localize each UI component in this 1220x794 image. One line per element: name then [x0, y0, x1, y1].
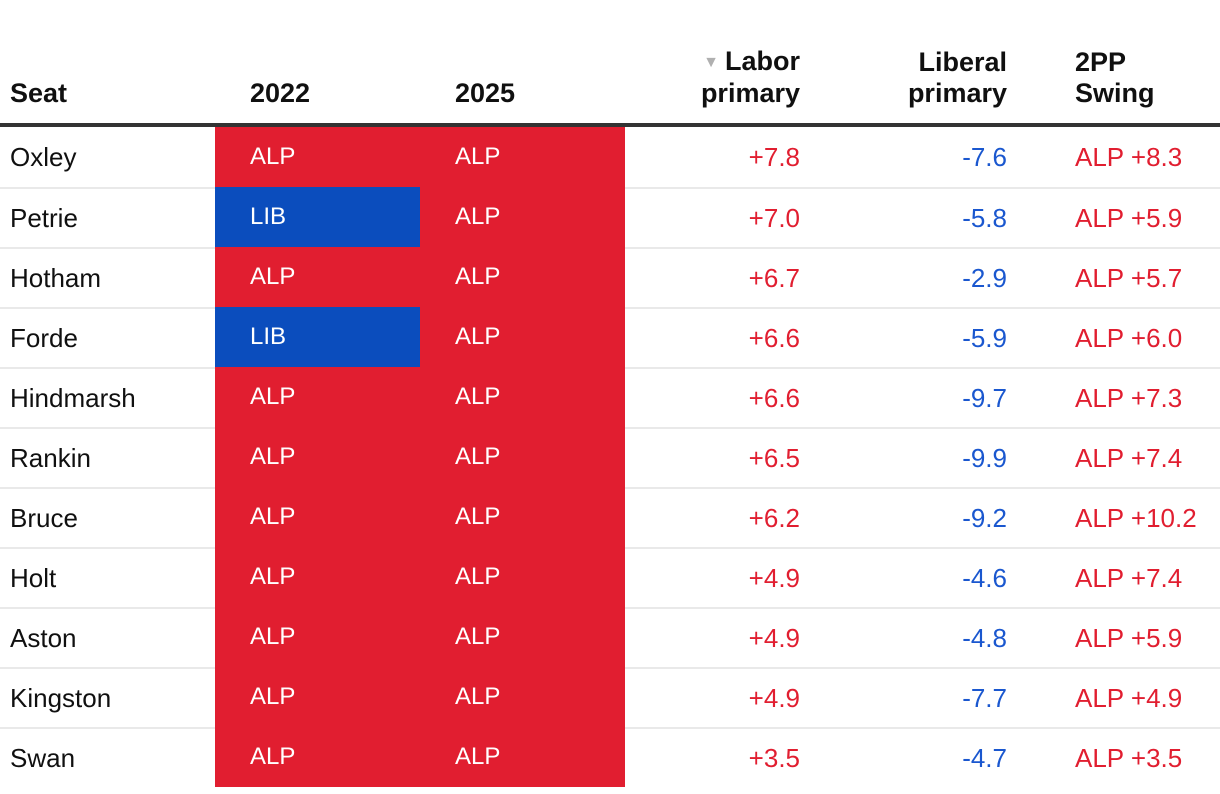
2pp-swing-value: ALP +3.5	[1015, 727, 1220, 787]
2pp-swing-value: ALP +7.4	[1015, 427, 1220, 487]
liberal-primary-value: -2.9	[810, 247, 1015, 307]
table-row: Hindmarsh ALP ALP +6.6 -9.7 ALP +7.3	[0, 367, 1220, 427]
party-2022-cell: ALP	[215, 427, 420, 487]
liberal-primary-value: -7.7	[810, 667, 1015, 727]
party-2022-cell: LIB	[215, 187, 420, 247]
column-header-2025[interactable]: 2025	[455, 78, 516, 108]
liberal-header-line1: Liberal	[918, 47, 1007, 77]
labor-primary-value: +6.5	[625, 427, 810, 487]
liberal-primary-value: -4.8	[810, 607, 1015, 667]
table-row: Aston ALP ALP +4.9 -4.8 ALP +5.9	[0, 607, 1220, 667]
party-2022-cell: ALP	[215, 487, 420, 547]
column-header-2pp-swing[interactable]: 2PP Swing	[1015, 47, 1220, 109]
labor-primary-value: +4.9	[625, 607, 810, 667]
party-2022-cell: LIB	[215, 307, 420, 367]
column-header-seat[interactable]: Seat	[10, 78, 68, 108]
table-row: Oxley ALP ALP +7.8 -7.6 ALP +8.3	[0, 127, 1220, 187]
labor-primary-value: +6.7	[625, 247, 810, 307]
liberal-primary-value: -9.7	[810, 367, 1015, 427]
liberal-primary-value: -5.9	[810, 307, 1015, 367]
liberal-primary-value: -4.6	[810, 547, 1015, 607]
table-row: Petrie LIB ALP +7.0 -5.8 ALP +5.9	[0, 187, 1220, 247]
column-header-labor-primary[interactable]: ▼ Labor primary	[625, 46, 810, 109]
column-header-2022[interactable]: 2022	[250, 78, 311, 108]
party-2025-cell: ALP	[420, 187, 625, 247]
swing-header-line1: 2PP	[1075, 47, 1127, 77]
seat-name: Rankin	[0, 427, 215, 487]
table-row: Kingston ALP ALP +4.9 -7.7 ALP +4.9	[0, 667, 1220, 727]
2pp-swing-value: ALP +6.0	[1015, 307, 1220, 367]
labor-primary-value: +4.9	[625, 667, 810, 727]
liberal-primary-value: -9.9	[810, 427, 1015, 487]
seat-name: Kingston	[0, 667, 215, 727]
labor-primary-value: +6.2	[625, 487, 810, 547]
2pp-swing-value: ALP +8.3	[1075, 141, 1183, 172]
2pp-swing-value: ALP +10.2	[1015, 487, 1220, 547]
column-header-liberal-primary[interactable]: Liberal primary	[810, 47, 1015, 109]
seat-name: Hindmarsh	[0, 367, 215, 427]
liberal-primary-value: -7.6	[962, 141, 1007, 172]
seat-name: Aston	[0, 607, 215, 667]
table-row: Rankin ALP ALP +6.5 -9.9 ALP +7.4	[0, 427, 1220, 487]
labor-primary-value: +4.9	[625, 547, 810, 607]
party-2025-cell: ALP	[420, 727, 625, 787]
2pp-swing-value: ALP +5.7	[1015, 247, 1220, 307]
labor-primary-value: +6.6	[625, 367, 810, 427]
party-2022-cell: ALP	[215, 667, 420, 727]
party-2022-cell: ALP	[215, 607, 420, 667]
seat-name: Swan	[0, 727, 215, 787]
seat-name: Petrie	[0, 187, 215, 247]
2pp-swing-value: ALP +7.4	[1015, 547, 1220, 607]
table-row: Bruce ALP ALP +6.2 -9.2 ALP +10.2	[0, 487, 1220, 547]
table-row: Forde LIB ALP +6.6 -5.9 ALP +6.0	[0, 307, 1220, 367]
liberal-primary-value: -5.8	[810, 187, 1015, 247]
sort-descending-icon: ▼	[703, 54, 719, 71]
party-2025-cell: ALP	[420, 367, 625, 427]
party-2025-cell: ALP	[420, 547, 625, 607]
party-2022-cell: ALP	[215, 367, 420, 427]
party-2025-cell: ALP	[420, 427, 625, 487]
swing-header-line2: Swing	[1075, 78, 1155, 108]
party-2025-cell: ALP	[420, 247, 625, 307]
party-2025-cell: ALP	[420, 607, 625, 667]
seat-name: Oxley	[10, 141, 77, 172]
table-body: Oxley ALP ALP +7.8 -7.6 ALP +8.3 Petrie …	[0, 127, 1220, 787]
labor-primary-value: +6.6	[625, 307, 810, 367]
2pp-swing-value: ALP +7.3	[1015, 367, 1220, 427]
labor-header-line1: Labor	[724, 46, 800, 76]
party-2022-cell: ALP	[215, 127, 420, 187]
liberal-header-line2: primary	[907, 78, 1007, 108]
party-2025-cell: ALP	[420, 667, 625, 727]
seat-name: Hotham	[0, 247, 215, 307]
party-2025-cell: ALP	[420, 487, 625, 547]
2pp-swing-value: ALP +5.9	[1015, 187, 1220, 247]
liberal-primary-value: -4.7	[810, 727, 1015, 787]
2pp-swing-value: ALP +5.9	[1015, 607, 1220, 667]
party-2022-cell: ALP	[215, 547, 420, 607]
table-row: Swan ALP ALP +3.5 -4.7 ALP +3.5	[0, 727, 1220, 787]
labor-header-line2: primary	[700, 78, 800, 108]
party-2025-cell: ALP	[420, 307, 625, 367]
party-2025-cell: ALP	[420, 127, 625, 187]
seat-name: Bruce	[0, 487, 215, 547]
party-2022-cell: ALP	[215, 247, 420, 307]
labor-primary-value: +3.5	[625, 727, 810, 787]
liberal-primary-value: -9.2	[810, 487, 1015, 547]
table-header-row: Seat 2022 2025 ▼ Labor primary Liberal pr…	[0, 0, 1220, 127]
2pp-swing-value: ALP +4.9	[1015, 667, 1220, 727]
table-row: Holt ALP ALP +4.9 -4.6 ALP +7.4	[0, 547, 1220, 607]
labor-primary-value: +7.0	[625, 187, 810, 247]
seat-name: Forde	[0, 307, 215, 367]
seat-name: Holt	[0, 547, 215, 607]
labor-primary-value: +7.8	[748, 141, 800, 172]
table-row: Hotham ALP ALP +6.7 -2.9 ALP +5.7	[0, 247, 1220, 307]
party-2022-cell: ALP	[215, 727, 420, 787]
